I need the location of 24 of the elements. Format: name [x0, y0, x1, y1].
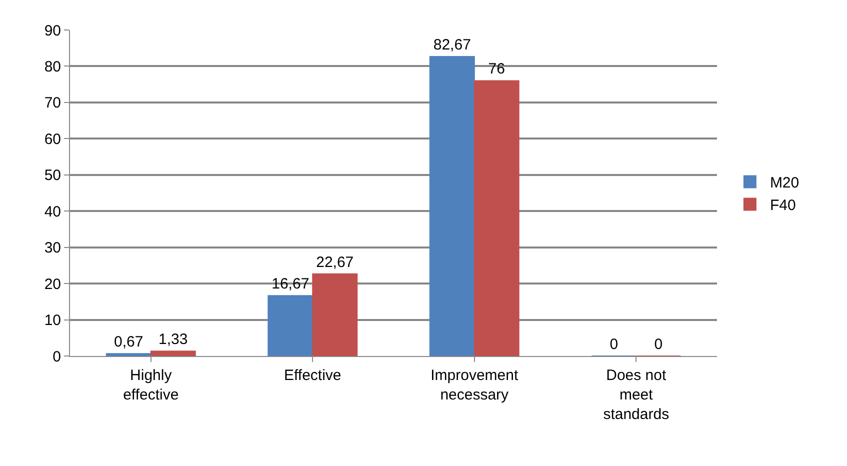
y-tick-label: 20	[44, 276, 61, 293]
legend-label: M20	[770, 174, 800, 192]
y-tick-label: 80	[44, 58, 61, 76]
y-tick-label: 10	[44, 312, 61, 330]
data-label: 0,67	[114, 334, 144, 351]
y-tick-label: 50	[44, 167, 61, 184]
data-label: 16,67	[272, 276, 310, 293]
x-tick-label: Highly effective	[123, 367, 179, 404]
data-label: 0	[610, 336, 618, 353]
x-tick-label: Effective	[284, 367, 342, 384]
data-label: 0	[654, 336, 663, 353]
x-tick-label: Does not meet standards	[603, 367, 670, 423]
y-tick-label: 60	[44, 130, 61, 148]
data-label: 1,33	[158, 331, 188, 348]
data-label: 22,67	[316, 254, 354, 271]
y-tick-label: 30	[44, 240, 61, 257]
y-tick-label: 0	[52, 348, 61, 366]
y-tick-label: 90	[44, 22, 61, 40]
legend-label: F40	[770, 197, 796, 214]
data-label: 82,67	[433, 36, 471, 54]
y-tick-label: 40	[44, 203, 61, 220]
data-label: 76	[488, 60, 505, 78]
x-tick-label: Improvement necessary	[430, 367, 519, 404]
y-tick-label: 70	[44, 94, 61, 112]
